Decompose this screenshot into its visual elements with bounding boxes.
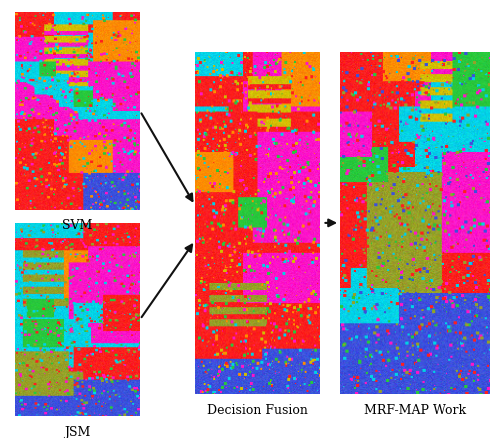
Text: JSM: JSM	[64, 425, 90, 438]
Text: MRF-MAP Work: MRF-MAP Work	[364, 403, 466, 416]
Text: Decision Fusion: Decision Fusion	[207, 403, 308, 416]
Text: SVM: SVM	[62, 219, 92, 232]
